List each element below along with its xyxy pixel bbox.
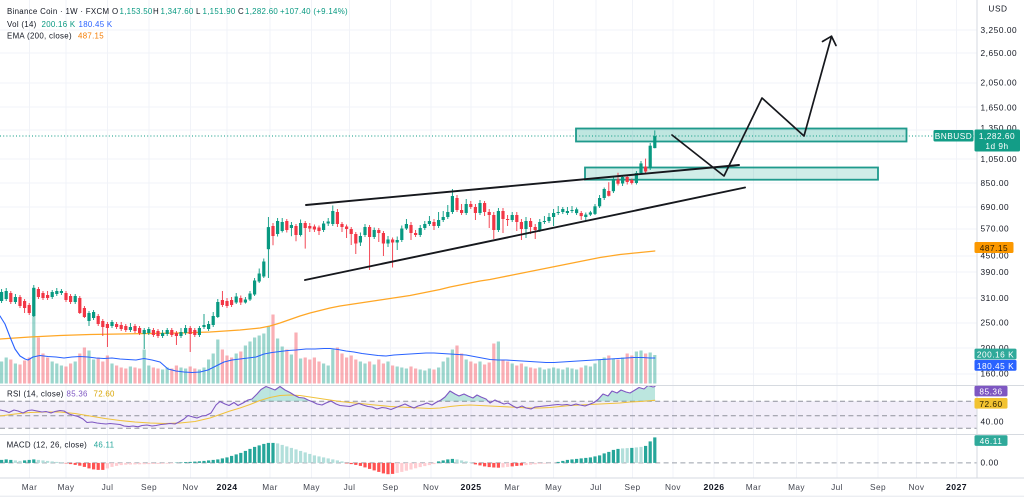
svg-text:Jul: Jul [102, 482, 114, 492]
svg-text:570.00: 570.00 [981, 224, 1010, 234]
svg-text:487.15: 487.15 [980, 243, 1008, 253]
svg-text:250.00: 250.00 [981, 318, 1010, 328]
svg-text:MACD (12, 26, close): MACD (12, 26, close) [7, 440, 88, 449]
svg-text:BNBUSD: BNBUSD [935, 131, 973, 141]
svg-text:46.11: 46.11 [94, 440, 115, 449]
svg-text:85.36: 85.36 [67, 390, 89, 399]
svg-text:200.16 K: 200.16 K [977, 350, 1014, 360]
svg-text:1,347.60: 1,347.60 [161, 7, 194, 16]
svg-text:2,050.00: 2,050.00 [981, 78, 1018, 88]
svg-text:46.11: 46.11 [980, 436, 1003, 446]
svg-text:RSI (14, close): RSI (14, close) [7, 390, 64, 399]
svg-text:Jul: Jul [831, 482, 843, 492]
svg-text:Sep: Sep [383, 482, 399, 492]
svg-text:May: May [303, 482, 320, 492]
svg-text:Nov: Nov [665, 482, 681, 492]
svg-text:Mar: Mar [22, 482, 38, 492]
svg-text:Nov: Nov [909, 482, 925, 492]
svg-text:180.45 K: 180.45 K [79, 20, 113, 29]
svg-text:310.00: 310.00 [981, 293, 1010, 303]
svg-text:2024: 2024 [217, 482, 238, 492]
svg-text:Mar: Mar [504, 482, 520, 492]
svg-text:Sep: Sep [625, 482, 641, 492]
svg-text:1,282.60: 1,282.60 [245, 7, 278, 16]
svg-text:Mar: Mar [746, 482, 762, 492]
svg-text:2,650.00: 2,650.00 [981, 48, 1018, 58]
svg-text:May: May [545, 482, 562, 492]
svg-text:0.00: 0.00 [981, 458, 999, 468]
svg-text:850.00: 850.00 [981, 178, 1010, 188]
svg-text:Nov: Nov [183, 482, 199, 492]
svg-text:200.16 K: 200.16 K [42, 20, 76, 29]
svg-text:690.00: 690.00 [981, 202, 1010, 212]
svg-text:1,153.50: 1,153.50 [120, 7, 153, 16]
svg-text:1,050.00: 1,050.00 [981, 154, 1018, 164]
svg-text:2026: 2026 [704, 482, 725, 492]
svg-text:Jul: Jul [590, 482, 602, 492]
svg-text:1,282.60: 1,282.60 [979, 131, 1015, 141]
svg-text:1,650.00: 1,650.00 [981, 102, 1018, 112]
svg-text:Sep: Sep [141, 482, 157, 492]
svg-text:Vol (14): Vol (14) [7, 20, 37, 29]
svg-text:O: O [112, 7, 118, 16]
svg-text:390.00: 390.00 [981, 267, 1010, 277]
svg-text:40.00: 40.00 [981, 416, 1005, 426]
svg-text:Nov: Nov [423, 482, 439, 492]
svg-text:1d 9h: 1d 9h [985, 141, 1008, 151]
svg-text:Mar: Mar [262, 482, 278, 492]
svg-text:+107.40 (+9.14%): +107.40 (+9.14%) [280, 7, 348, 16]
svg-text:Jul: Jul [344, 482, 356, 492]
svg-text:May: May [58, 482, 75, 492]
svg-text:2025: 2025 [461, 482, 482, 492]
svg-text:3,250.00: 3,250.00 [981, 25, 1018, 35]
svg-text:487.15: 487.15 [78, 32, 104, 41]
svg-text:EMA (200, close): EMA (200, close) [7, 32, 72, 41]
svg-text:72.60: 72.60 [94, 390, 116, 399]
svg-text:C: C [238, 7, 244, 16]
svg-text:Binance Coin · 1W · FXCM: Binance Coin · 1W · FXCM [7, 7, 109, 16]
svg-text:180.45 K: 180.45 K [977, 361, 1014, 371]
svg-text:2027: 2027 [946, 482, 967, 492]
svg-text:Sep: Sep [870, 482, 886, 492]
svg-text:1,151.90: 1,151.90 [203, 7, 236, 16]
svg-text:USD: USD [988, 4, 1007, 14]
svg-text:H: H [153, 7, 159, 16]
svg-text:L: L [196, 7, 201, 16]
svg-text:85.36: 85.36 [979, 387, 1002, 397]
svg-text:May: May [788, 482, 805, 492]
svg-text:72.60: 72.60 [979, 399, 1002, 409]
